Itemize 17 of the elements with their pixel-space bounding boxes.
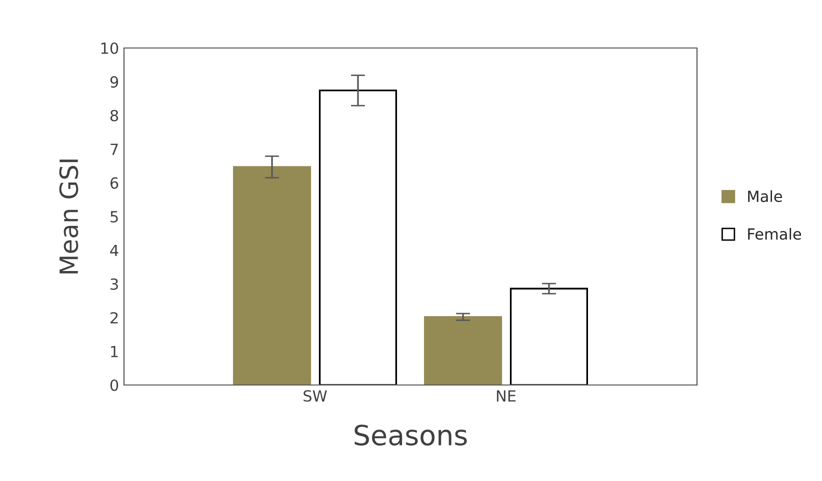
y-tick-label: 8 — [110, 110, 118, 122]
y-tick-label: 1 — [111, 346, 118, 358]
legend-label: Male — [748, 190, 782, 202]
y-tick-label: 3 — [110, 278, 118, 290]
y-axis-title: Mean GSI — [59, 160, 78, 274]
y-tick-label: 5 — [110, 211, 118, 223]
y-tick-label: 7 — [110, 144, 118, 155]
y-tick-label: 4 — [110, 244, 118, 256]
y-tick-label: 0 — [110, 379, 118, 392]
legend-label: Female — [748, 228, 802, 240]
y-tick-label: 9 — [110, 76, 118, 88]
y-tick-label: 10 — [101, 42, 118, 54]
x-tick-label: NE — [496, 390, 516, 402]
y-tick-label: 2 — [110, 312, 118, 324]
x-axis-title: Seasons — [354, 424, 467, 446]
y-tick-label: 6 — [110, 177, 118, 189]
x-tick-label: SW — [304, 390, 327, 402]
